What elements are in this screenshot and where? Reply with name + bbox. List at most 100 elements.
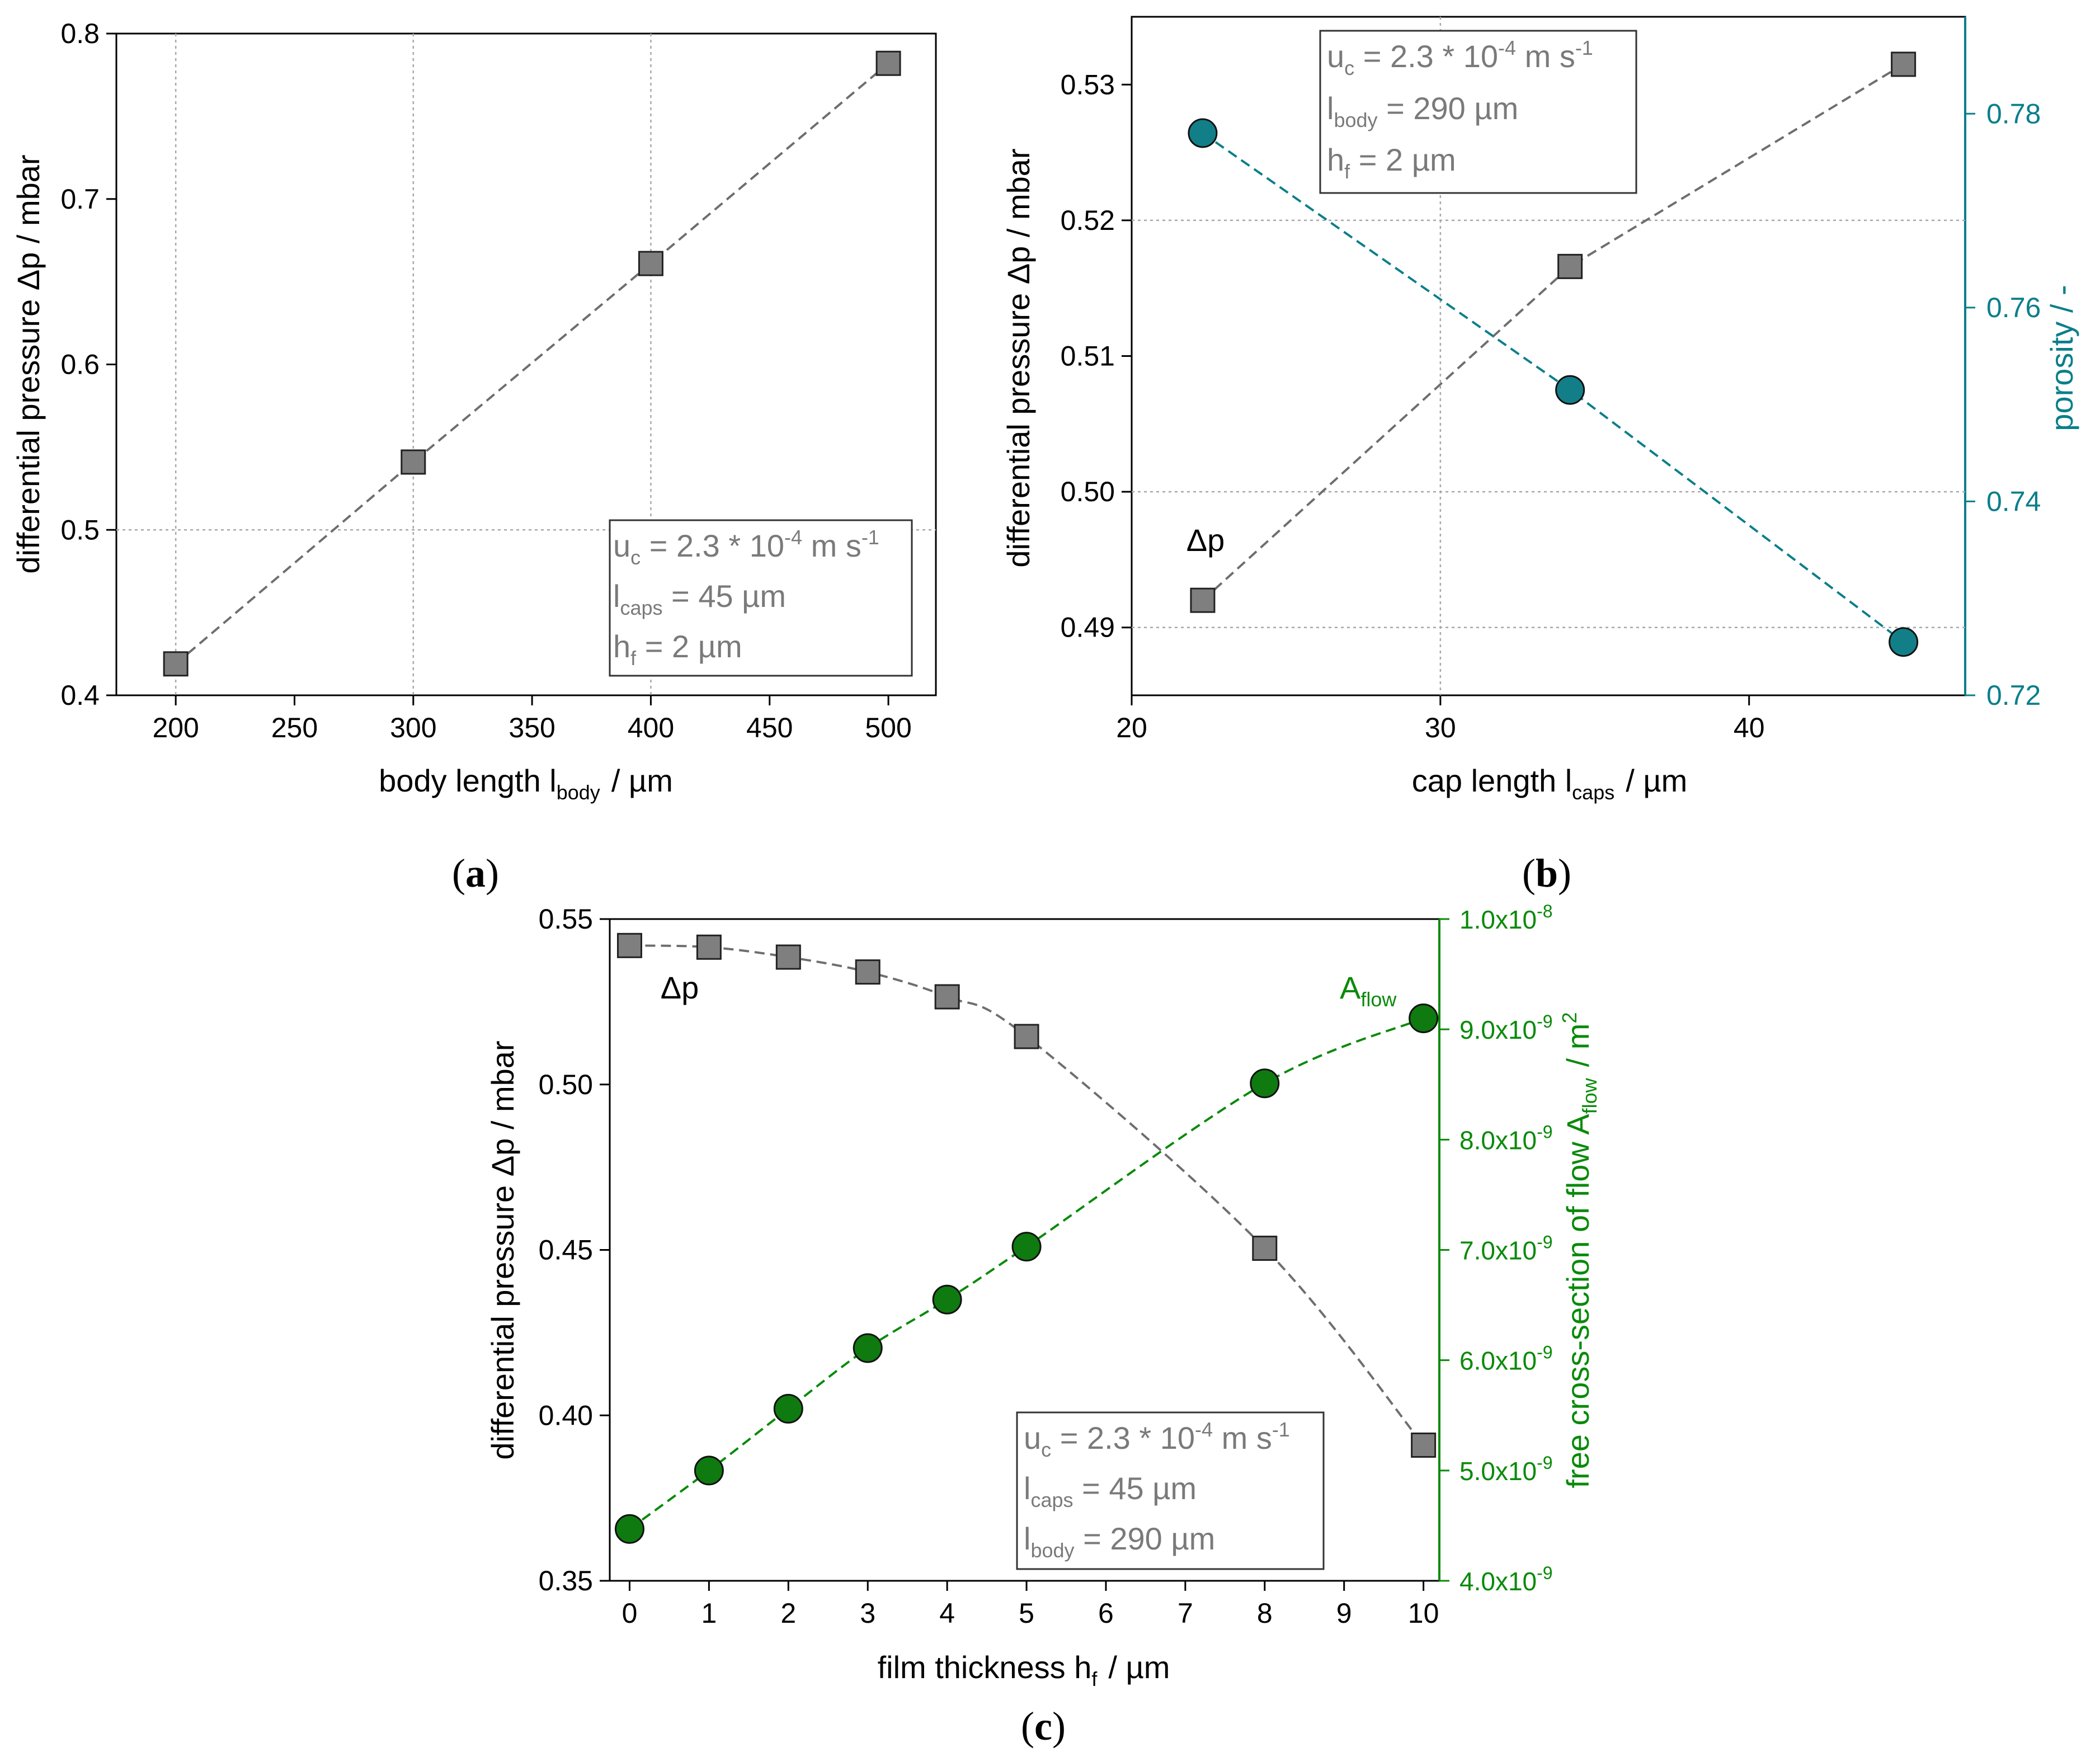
- panel-a-y-tick-label: 0.8: [60, 18, 100, 49]
- panel-b-porosity-point: [1555, 375, 1585, 405]
- panel-c-aflow-point: [1011, 1232, 1042, 1262]
- panel-c-y2-tick-label: 7.0x10-9: [1459, 1232, 1553, 1265]
- panel-c-x-tick-label: 5: [1019, 1598, 1034, 1629]
- panel-a-dp-point: [163, 651, 189, 677]
- panel-a-dp-point: [875, 50, 901, 76]
- panel-c-legend-box: uc = 2.3 * 10-4 m s-1 lcaps = 45 µm lbod…: [1016, 1411, 1325, 1570]
- panel-c-dp-point: [775, 944, 801, 970]
- panel-b-y-tick-label: 0.52: [1061, 205, 1115, 236]
- panel-c-aflow-point: [1409, 1003, 1439, 1033]
- panel-c-x-tick-label: 3: [860, 1598, 875, 1629]
- panel-c-x-tick-label: 7: [1178, 1598, 1193, 1629]
- panel-c-aflow-annotation: Aflow: [1340, 970, 1397, 1011]
- panel-b-chart: 20 30 40 0.49 0.50 0.51 0.52 0.53 0.72 0.74 0.76…: [1001, 16, 2079, 896]
- panel-c-y-tick-label: 0.45: [539, 1235, 593, 1266]
- panel-b-porosity-point: [1889, 627, 1919, 657]
- panel-a-x-tick-label: 300: [390, 712, 436, 743]
- panel-c-x-tick-label: 6: [1098, 1598, 1114, 1629]
- panel-b-y-axis-title: differential pressure Δp / mbar: [1001, 148, 1036, 567]
- panel-c-y-tick-label: 0.50: [539, 1069, 593, 1100]
- panel-b-dp-annotation: Δp: [1186, 522, 1225, 558]
- panel-b-legend-line1: uc = 2.3 * 10-4 m s-1: [1327, 36, 1593, 79]
- panel-b-y-tick-label: 0.50: [1061, 476, 1115, 507]
- panel-b-legend-line2: lbody = 290 µm: [1327, 91, 1518, 131]
- panel-a-legend-box: uc = 2.3 * 10-4 m s-1 lcaps = 45 µm hf =…: [609, 519, 913, 677]
- panel-b-dp-point: [1891, 51, 1917, 77]
- panel-b-y-tick-label: 0.49: [1061, 612, 1115, 643]
- panel-a-x-tick-label: 500: [865, 712, 911, 743]
- panel-c-y2-axis-title: free cross-section of flow Aflow/ m2: [1558, 1012, 1601, 1488]
- panel-b-y-tick-label: 0.51: [1061, 341, 1115, 372]
- panel-c-legend-line3: lbody = 290 µm: [1024, 1521, 1215, 1562]
- panel-a-dp-point: [638, 251, 663, 276]
- panel-a-chart: 200 250 300 350 400 450 500 0.4 0.5 0.6 0.7 0.8 uc…: [11, 18, 937, 896]
- panel-b-x-axis-title: cap length lcaps / µm: [1412, 763, 1688, 804]
- panel-c-dp-point: [696, 934, 722, 960]
- panel-c-aflow-point: [932, 1284, 962, 1315]
- panel-c-y-tick-label: 0.35: [539, 1565, 593, 1596]
- panel-a-dp-line: [175, 62, 889, 665]
- panel-c-dp-annotation: Δp: [661, 970, 699, 1005]
- panel-c-aflow-point: [853, 1333, 883, 1363]
- panel-a-x-tick-label: 350: [508, 712, 555, 743]
- panel-c-dp-line: [629, 944, 1425, 1446]
- panel-c-x-tick-label: 1: [701, 1598, 717, 1629]
- panel-b-dp-point: [1190, 587, 1216, 613]
- panel-a-x-axis-title: body length lbody / µm: [379, 763, 673, 804]
- panel-b-x-tick-label: 30: [1425, 712, 1456, 743]
- panel-c-y2-tick-label: 6.0x10-9: [1459, 1343, 1553, 1376]
- panel-c-label: (c): [1021, 1704, 1066, 1749]
- panel-a-dp-point: [401, 449, 426, 475]
- panel-b-y2-tick-label: 0.76: [1986, 292, 2041, 323]
- panel-c-x-tick-label: 8: [1257, 1598, 1273, 1629]
- panel-c-y2-tick-label: 8.0x10-9: [1459, 1122, 1553, 1155]
- panel-b-y2-tick-label: 0.78: [1986, 98, 2041, 129]
- panel-a-x-tick-label: 400: [628, 712, 674, 743]
- panel-b-porosity-point: [1188, 118, 1218, 148]
- panel-b-y2-tick-label: 0.72: [1986, 680, 2041, 711]
- panel-c-x-tick-label: 9: [1336, 1598, 1352, 1629]
- panel-c-y2-tick-label: 1.0x10-8: [1459, 901, 1553, 934]
- panel-b-dp-point: [1557, 253, 1583, 279]
- panel-c-y2-tick-label: 9.0x10-9: [1459, 1011, 1553, 1044]
- panel-c-aflow-point: [614, 1514, 644, 1544]
- panel-c-x-tick-label: 2: [780, 1598, 796, 1629]
- panel-c-y-tick-label: 0.40: [539, 1400, 593, 1431]
- panel-c-x-tick-label: 4: [939, 1598, 955, 1629]
- panel-c-x-tick-label: 10: [1408, 1598, 1439, 1629]
- panel-a-x-tick-label: 450: [746, 712, 793, 743]
- panel-c-x-tick-label: 0: [622, 1598, 638, 1629]
- panel-c-aflow-point: [694, 1455, 724, 1486]
- panel-a-y-tick-label: 0.4: [60, 680, 100, 711]
- panel-b-dp-line: [1202, 63, 1904, 601]
- panel-c-dp-point: [1411, 1432, 1437, 1458]
- panel-a-y-axis-title: differential pressure Δp / mbar: [11, 154, 46, 573]
- panel-a-legend-line1: uc = 2.3 * 10-4 m s-1: [613, 526, 879, 569]
- panel-c-dp-point: [934, 984, 960, 1010]
- panel-c-dp-point: [1014, 1024, 1039, 1049]
- panel-c-y-tick-label: 0.55: [539, 903, 593, 935]
- panel-a-legend-line3: hf = 2 µm: [613, 629, 742, 670]
- panel-a-y-tick-label: 0.5: [60, 514, 100, 545]
- panel-b-x-tick-label: 40: [1734, 712, 1765, 743]
- panel-c-aflow-point: [773, 1393, 803, 1424]
- panel-c-dp-point: [616, 932, 642, 958]
- panel-b-legend-line3: hf = 2 µm: [1327, 142, 1456, 183]
- panel-a-y-tick-label: 0.7: [60, 183, 100, 215]
- panel-c-x-axis-title: film thickness hf / µm: [878, 1650, 1170, 1690]
- panel-c-aflow-point: [1250, 1068, 1280, 1099]
- panel-b-y-tick-label: 0.53: [1061, 69, 1115, 100]
- panel-b-label: (b): [1522, 851, 1571, 896]
- panel-b-legend-box: uc = 2.3 * 10-4 m s-1 lbody = 290 µm hf …: [1319, 30, 1637, 194]
- panel-a-y-tick-label: 0.6: [60, 349, 100, 380]
- panel-c-dp-point: [1252, 1236, 1278, 1261]
- panel-c-chart: 0 1 2 3 4 5 6 7 8 9 10 0.35 0.40 0.45 0.50 0.55 4.0x10…: [485, 901, 1601, 1749]
- panel-c-legend-line1: uc = 2.3 * 10-4 m s-1: [1024, 1418, 1290, 1461]
- panel-a-label: (a): [452, 851, 499, 896]
- panel-c-dp-point: [855, 959, 881, 985]
- panel-a-x-tick-label: 200: [152, 712, 199, 743]
- panel-c-y2-tick-label: 4.0x10-9: [1459, 1563, 1553, 1596]
- panel-b-x-tick-label: 20: [1116, 712, 1147, 743]
- panel-a-legend-line2: lcaps = 45 µm: [613, 578, 786, 619]
